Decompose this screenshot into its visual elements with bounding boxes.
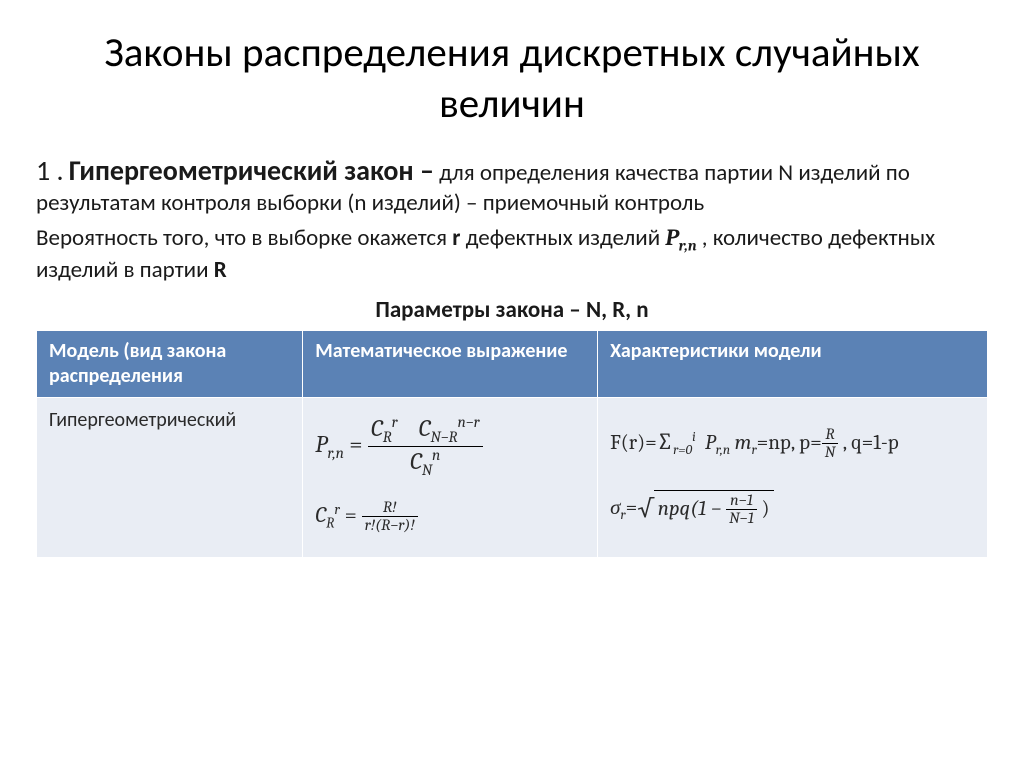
formula-prn: Pr,n = CRr CN−Rn−r CNn xyxy=(315,414,482,479)
table-header-row: Модель (вид закона распределения Математ… xyxy=(37,330,988,397)
distribution-table: Модель (вид закона распределения Математ… xyxy=(36,330,988,558)
section-number: 1 . xyxy=(36,153,64,188)
law-desc-2: Вероятность того, что в выборке окажется… xyxy=(36,223,988,286)
th-expression: Математическое выражение xyxy=(303,330,598,397)
cell-expression: Pr,n = CRr CN−Rn−r CNn CRr xyxy=(303,397,598,557)
formula-cdf: F(r)=∑r=0i Pr,n xyxy=(610,428,730,458)
params-label: Параметры закона – N, R, n xyxy=(36,296,988,324)
th-model: Модель (вид закона распределения xyxy=(37,330,303,397)
formula-mean: mr=np, p=RN , q=1-p xyxy=(735,426,899,462)
cell-characteristics: F(r)=∑r=0i Pr,n mr=np, p=RN , q=1-p σr=√… xyxy=(598,397,988,557)
law-intro: 1 . Гипергеометрический закон – для опре… xyxy=(36,153,988,219)
law-name: Гипергеометрический закон – xyxy=(69,153,434,188)
formula-sigma: σr=√npq(1 − n−1N−1 ) xyxy=(610,490,773,528)
slide-title: Законы распределения дискретных случайны… xyxy=(36,28,988,131)
cell-model: Гипергеометрический xyxy=(37,397,303,557)
formula-combination: CRr = R! r!(R−r)! xyxy=(315,499,418,535)
table-row: Гипергеометрический Pr,n = CRr CN−Rn−r C… xyxy=(37,397,988,557)
th-characteristics: Характеристики модели xyxy=(598,330,988,397)
